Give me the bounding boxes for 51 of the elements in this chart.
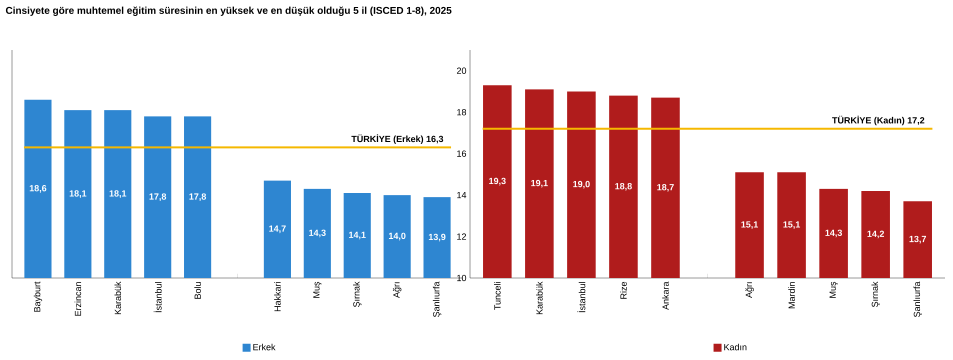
x-tick-label: Erzincan (74, 282, 82, 316)
data-label: 18,1 (70, 190, 86, 198)
chart-title: Cinsiyete göre muhtemel eğitim süresinin en yüksek ve en düşük olduğu 5 il (ISCED 1-8), 2025 (6, 6, 452, 16)
data-label: 14,3 (309, 230, 326, 238)
x-tick-label: Ankara (662, 282, 669, 310)
y-tick-label: 10 (457, 274, 466, 282)
x-tick-label: Karabük (114, 282, 122, 314)
data-label: 13,7 (910, 236, 926, 244)
data-label: 18,7 (657, 184, 674, 192)
y-tick-label: 14 (457, 192, 466, 198)
x-tick-label: Şanlıurfa (432, 282, 442, 317)
y-tick-label: 16 (457, 150, 466, 157)
x-tick-label: Muş (830, 282, 838, 298)
x-tick-label: Ağrı (392, 282, 402, 298)
x-tick-label: Şırnak (353, 282, 362, 308)
data-label: 18,8 (615, 182, 632, 191)
x-tick-label: Muş (313, 282, 322, 298)
data-label: 18,6 (30, 185, 46, 193)
data-label: 15,1 (783, 221, 800, 229)
data-label: 17,8 (150, 193, 166, 201)
data-label: 14,3 (825, 230, 842, 238)
x-tick-label: İstanbul (577, 282, 586, 312)
legend-label: Kadın (724, 344, 746, 350)
data-label: 14,0 (388, 232, 406, 240)
data-label: 18,1 (110, 190, 126, 198)
x-tick-label: Tunceli (494, 282, 501, 310)
data-label: 19,0 (573, 180, 590, 189)
data-label: 14,7 (269, 226, 286, 234)
x-tick-label: Bayburt (34, 282, 42, 312)
x-tick-label: Hakkari (274, 282, 281, 312)
ref-line-label: TÜRKİYE (Erkek) 16,3 (351, 134, 444, 144)
data-label: 14,2 (867, 230, 884, 238)
y-tick-label: 18 (457, 109, 466, 116)
data-label: 19,3 (489, 178, 506, 186)
x-tick-label: Mardin (788, 282, 795, 308)
x-tick-label: Bolu (194, 282, 201, 299)
data-label: 15,1 (741, 221, 758, 229)
data-label: 19,1 (531, 180, 548, 188)
x-tick-label: Karabük (536, 282, 543, 314)
data-label: 17,8 (189, 193, 206, 201)
x-tick-label: İstanbul (154, 282, 162, 312)
data-label: 14,1 (349, 232, 366, 240)
x-tick-label: Ağrı (745, 282, 754, 298)
x-tick-label: Rize (620, 282, 627, 299)
y-tick-label: 20 (456, 68, 466, 74)
x-tick-label: Şanlıurfa (913, 282, 922, 317)
x-tick-label: Şırnak (871, 282, 880, 308)
ref-line-label: TÜRKİYE (Kadın) 17,2 (832, 116, 924, 126)
legend-label: Erkek (253, 344, 276, 350)
y-tick-label: 12 (457, 233, 466, 240)
data-label: 13,9 (428, 234, 446, 242)
